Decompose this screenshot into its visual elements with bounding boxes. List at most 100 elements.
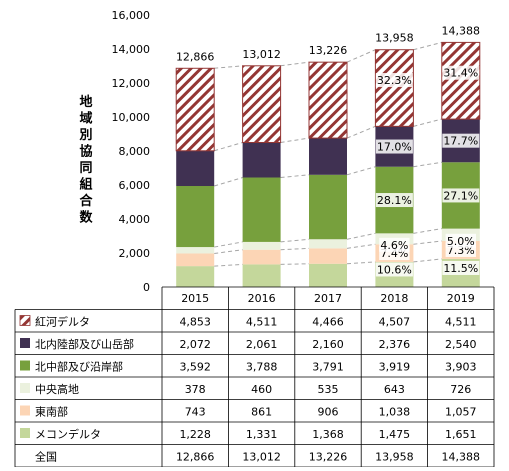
- connector-line: [280, 137, 310, 143]
- y-tick-label: 12,000: [112, 77, 151, 90]
- bar-segment: [176, 186, 215, 248]
- bar-segment: [242, 241, 281, 250]
- table-cell: 3,919: [379, 361, 411, 374]
- percent-label-bg: [442, 260, 480, 275]
- y-axis-title-char: 組: [79, 177, 92, 193]
- legend-label: 全国: [35, 450, 57, 464]
- bar-segment: [242, 264, 281, 287]
- legend-label: 東南部: [35, 405, 68, 419]
- percent-label: 17.7%: [443, 135, 478, 148]
- table-cell: 14,388: [442, 451, 481, 464]
- table-cell: 2,376: [379, 338, 411, 351]
- connector-line: [346, 125, 376, 139]
- connector-line: [280, 174, 310, 179]
- table-cell: 13,226: [309, 451, 348, 464]
- bar-segment: [309, 239, 347, 249]
- bar-segment: [176, 253, 215, 267]
- percent-label-bg: [442, 188, 480, 203]
- bar-segment: [176, 150, 215, 187]
- legend-swatch: [20, 405, 30, 416]
- connector-line: [413, 161, 442, 168]
- percent-label-bg: [375, 139, 413, 154]
- connector-line: [280, 263, 310, 265]
- legend-label: メコンデルタ: [35, 427, 101, 441]
- connector-line: [413, 228, 442, 234]
- y-axis-title-char: 同: [79, 161, 92, 176]
- bar-segment: [242, 65, 282, 143]
- table-cell: 2,072: [179, 338, 211, 351]
- table-cell: 906: [318, 406, 339, 419]
- table-header-year: 2015: [181, 292, 209, 305]
- total-label: 13,012: [242, 48, 281, 61]
- bar-segment: [242, 142, 281, 178]
- data-table: 2015 2016 2017 2018 2019 紅河デルタ 4,853 4,511 4,466…: [14, 286, 495, 468]
- connector-line: [214, 177, 243, 187]
- table-cell: 4,853: [179, 316, 211, 329]
- bar-segment: [309, 138, 347, 175]
- y-axis-title-char: 地: [79, 94, 92, 110]
- connector-line: [346, 243, 376, 249]
- percent-label: 28.1%: [377, 194, 412, 207]
- connector-line: [214, 249, 243, 254]
- table-cell: 1,475: [379, 428, 411, 441]
- connector-line: [413, 240, 442, 245]
- table-cell: 4,511: [445, 316, 477, 329]
- connector-line: [214, 241, 243, 248]
- percent-label-bg: [445, 233, 476, 248]
- y-tick-label: 16,000: [112, 9, 151, 22]
- y-tick-label: 4,000: [119, 213, 151, 226]
- connector-line: [280, 247, 310, 251]
- connector-line: [214, 142, 243, 152]
- table-cell: 4,466: [312, 316, 344, 329]
- bar-segment: [309, 248, 347, 264]
- y-tick-label: 8,000: [119, 145, 151, 158]
- table-header-year: 2016: [248, 292, 276, 305]
- table-cell: 3,903: [445, 361, 477, 374]
- connector-line: [346, 232, 376, 240]
- total-label: 12,866: [176, 50, 215, 63]
- bar-segment: [374, 49, 414, 127]
- table-cell: 4,511: [246, 316, 278, 329]
- total-label: 14,388: [442, 24, 481, 37]
- percent-label: 17.0%: [377, 141, 412, 154]
- y-axis-title-char: 域: [79, 111, 92, 127]
- connector-line: [280, 238, 310, 243]
- table-header-year: 2019: [447, 292, 475, 305]
- percent-label-bg: [375, 193, 413, 208]
- y-tick-label: 6,000: [119, 179, 151, 192]
- table-cell: 460: [251, 383, 272, 396]
- table-cell: 1,368: [312, 428, 344, 441]
- bar-segment: [441, 41, 481, 120]
- percent-label: 27.1%: [443, 189, 478, 202]
- connector-line: [413, 41, 442, 51]
- connector-lines: [214, 41, 442, 267]
- legend-swatch: [19, 315, 31, 326]
- y-tick-label: 0: [143, 281, 150, 294]
- total-label: 13,226: [309, 44, 348, 57]
- bar-segment: [242, 177, 281, 242]
- bars: [175, 41, 481, 287]
- percent-label: 10.6%: [377, 263, 412, 276]
- table-cell: 2,540: [445, 338, 477, 351]
- table-cell: 643: [384, 383, 405, 396]
- bar-segment: [176, 247, 215, 254]
- y-axis-title-char: 協: [79, 144, 92, 160]
- connector-line: [346, 261, 376, 265]
- total-label: 13,958: [375, 32, 414, 45]
- legend-label: 中央高地: [35, 382, 79, 396]
- percent-label: 31.4%: [443, 67, 478, 80]
- connector-line: [346, 166, 376, 176]
- y-tick-label: 14,000: [112, 43, 151, 56]
- table-cell: 12,866: [176, 451, 215, 464]
- table-cell: 1,057: [445, 406, 477, 419]
- table-cell: 1,228: [179, 428, 211, 441]
- bar-segment: [175, 67, 215, 152]
- y-axis-title-char: 数: [79, 210, 93, 226]
- connector-line: [346, 49, 376, 63]
- table-cell: 1,651: [445, 428, 477, 441]
- table-cell: 3,592: [179, 361, 211, 374]
- y-axis-title-char: 別: [78, 128, 92, 143]
- connector-line: [413, 118, 442, 127]
- percent-label: 32.3%: [377, 74, 412, 87]
